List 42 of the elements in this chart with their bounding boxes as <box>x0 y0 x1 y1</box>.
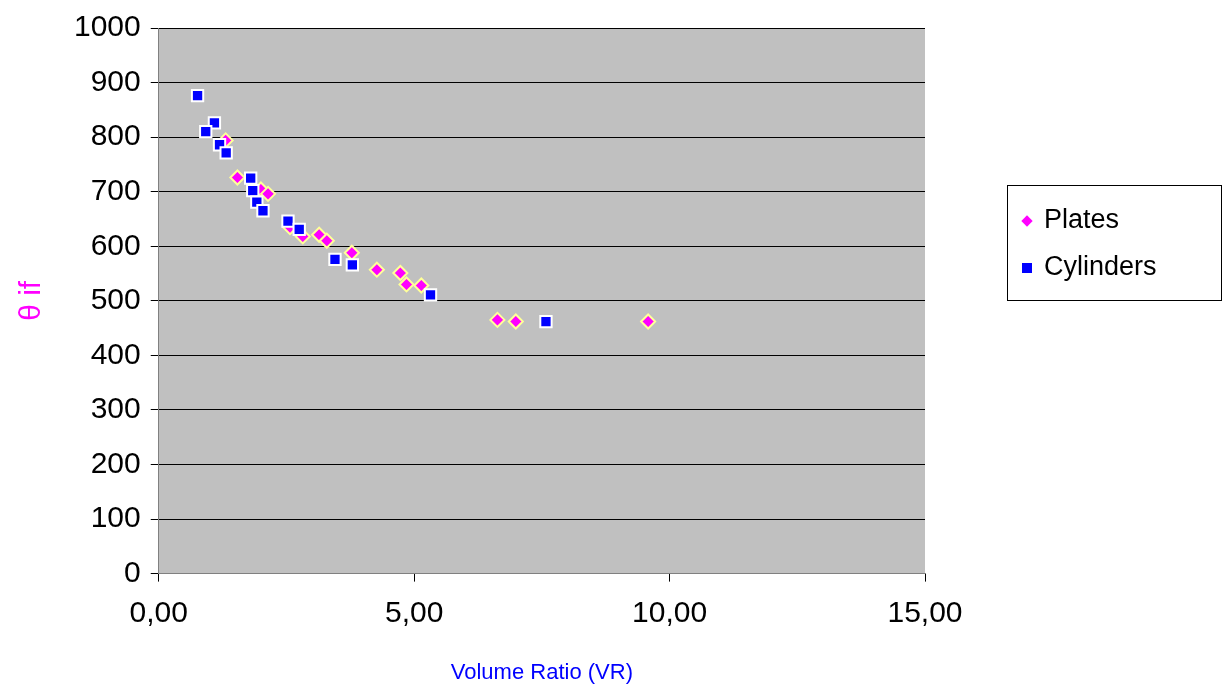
point <box>244 171 258 185</box>
point <box>190 89 205 103</box>
point <box>207 116 222 130</box>
point <box>423 288 438 302</box>
x-tick-label: 5,00 <box>384 594 444 628</box>
x-tick-label: 10,00 <box>632 594 708 628</box>
point <box>318 232 335 249</box>
y-tick-label: 400 <box>90 336 141 370</box>
y-tick-label: 300 <box>90 391 141 425</box>
y-tick-label: 800 <box>90 118 141 152</box>
x-tick-label: 15,00 <box>887 594 963 628</box>
point <box>328 252 342 266</box>
y-tick-label: 0 <box>124 554 141 588</box>
x-axis-title: Volume Ratio (VR) <box>450 658 633 684</box>
y-tick-label: 200 <box>90 445 141 479</box>
point <box>281 214 295 228</box>
y-tick-label: 700 <box>90 172 141 206</box>
point <box>260 185 277 202</box>
y-tick-label: 500 <box>90 282 141 316</box>
point <box>539 314 553 329</box>
point <box>489 311 506 328</box>
y-tick-label: 100 <box>90 500 141 534</box>
point <box>219 146 233 160</box>
point <box>343 244 360 261</box>
y-tick-label: 1000 <box>73 9 141 43</box>
point <box>398 276 415 293</box>
point <box>507 313 524 330</box>
point <box>199 125 213 139</box>
point <box>345 258 359 272</box>
x-tick-label: 0,00 <box>129 594 188 628</box>
legend-label: Cylinders <box>1043 250 1158 283</box>
legend-label: Plates <box>1043 203 1121 236</box>
point <box>413 277 430 294</box>
point <box>256 204 270 218</box>
y-tick-label: 600 <box>90 227 141 261</box>
point <box>392 264 409 281</box>
point <box>229 169 246 186</box>
point <box>368 261 385 278</box>
y-axis-title: θ if <box>13 280 47 321</box>
point <box>292 222 306 236</box>
y-tick-label: 900 <box>90 63 141 97</box>
point <box>640 313 657 330</box>
